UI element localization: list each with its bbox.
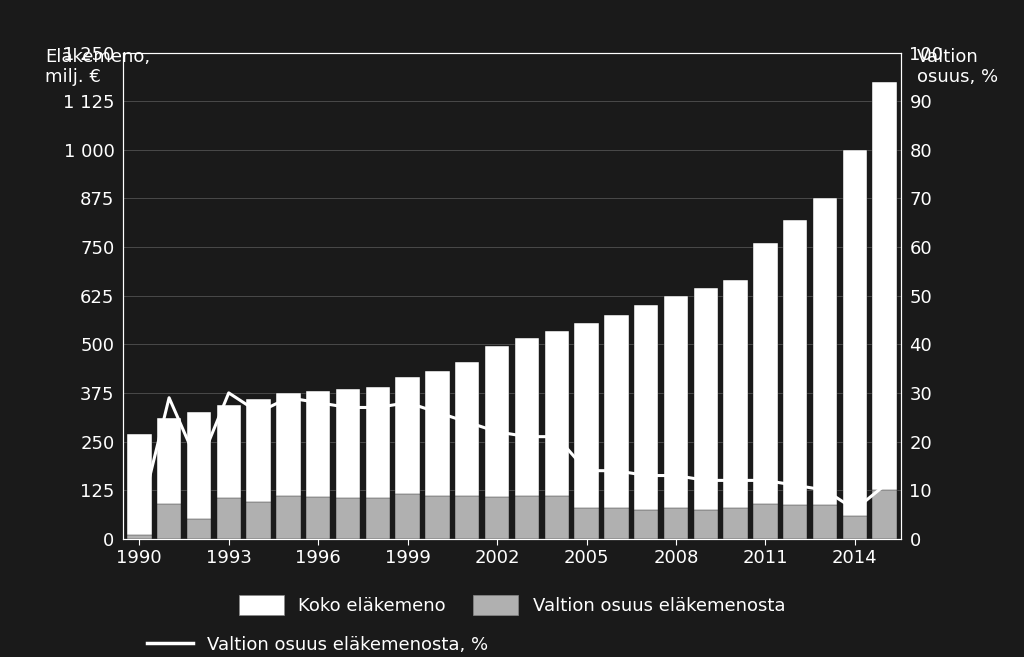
Bar xyxy=(604,509,629,539)
Bar xyxy=(604,315,629,539)
Bar xyxy=(157,418,181,539)
Bar xyxy=(186,413,211,539)
Bar xyxy=(515,496,539,539)
Bar xyxy=(485,497,509,539)
Bar xyxy=(336,389,360,539)
Bar xyxy=(754,243,777,539)
Bar xyxy=(515,338,539,539)
Bar xyxy=(216,498,241,539)
Bar xyxy=(723,508,748,539)
Bar xyxy=(247,502,270,539)
Bar xyxy=(723,280,748,539)
Bar xyxy=(247,399,270,539)
Bar xyxy=(634,510,658,539)
Bar xyxy=(216,405,241,539)
Bar xyxy=(306,391,331,539)
Legend: Valtion osuus eläkemenosta, %: Valtion osuus eläkemenosta, % xyxy=(147,636,488,654)
Bar xyxy=(306,497,331,539)
Bar xyxy=(545,496,569,539)
Bar xyxy=(574,508,599,539)
Bar xyxy=(872,490,897,539)
Bar xyxy=(693,288,718,539)
Bar xyxy=(395,377,420,539)
Bar xyxy=(545,330,569,539)
Bar xyxy=(186,519,211,539)
Bar xyxy=(485,346,509,539)
Bar xyxy=(872,81,897,539)
Bar xyxy=(366,387,390,539)
Bar xyxy=(574,323,599,539)
Bar xyxy=(455,362,479,539)
Y-axis label: Eläkemeno,
milj. €: Eläkemeno, milj. € xyxy=(45,48,151,87)
Bar xyxy=(276,496,301,539)
Bar xyxy=(754,504,777,539)
Bar xyxy=(127,535,152,539)
Bar xyxy=(276,393,301,539)
Bar xyxy=(664,509,688,539)
Bar xyxy=(455,496,479,539)
Bar xyxy=(783,505,808,539)
Y-axis label: Valtion
osuus, %: Valtion osuus, % xyxy=(916,48,997,87)
Bar xyxy=(366,498,390,539)
Bar xyxy=(127,434,152,539)
Bar xyxy=(813,198,838,539)
Bar xyxy=(425,496,450,539)
Bar xyxy=(336,498,360,539)
Bar xyxy=(783,220,808,539)
Bar xyxy=(693,510,718,539)
Bar xyxy=(634,306,658,539)
Bar xyxy=(425,371,450,539)
Bar xyxy=(157,504,181,539)
Bar xyxy=(813,505,838,539)
Bar xyxy=(843,150,867,539)
Bar xyxy=(843,516,867,539)
Bar xyxy=(664,296,688,539)
Bar xyxy=(395,494,420,539)
